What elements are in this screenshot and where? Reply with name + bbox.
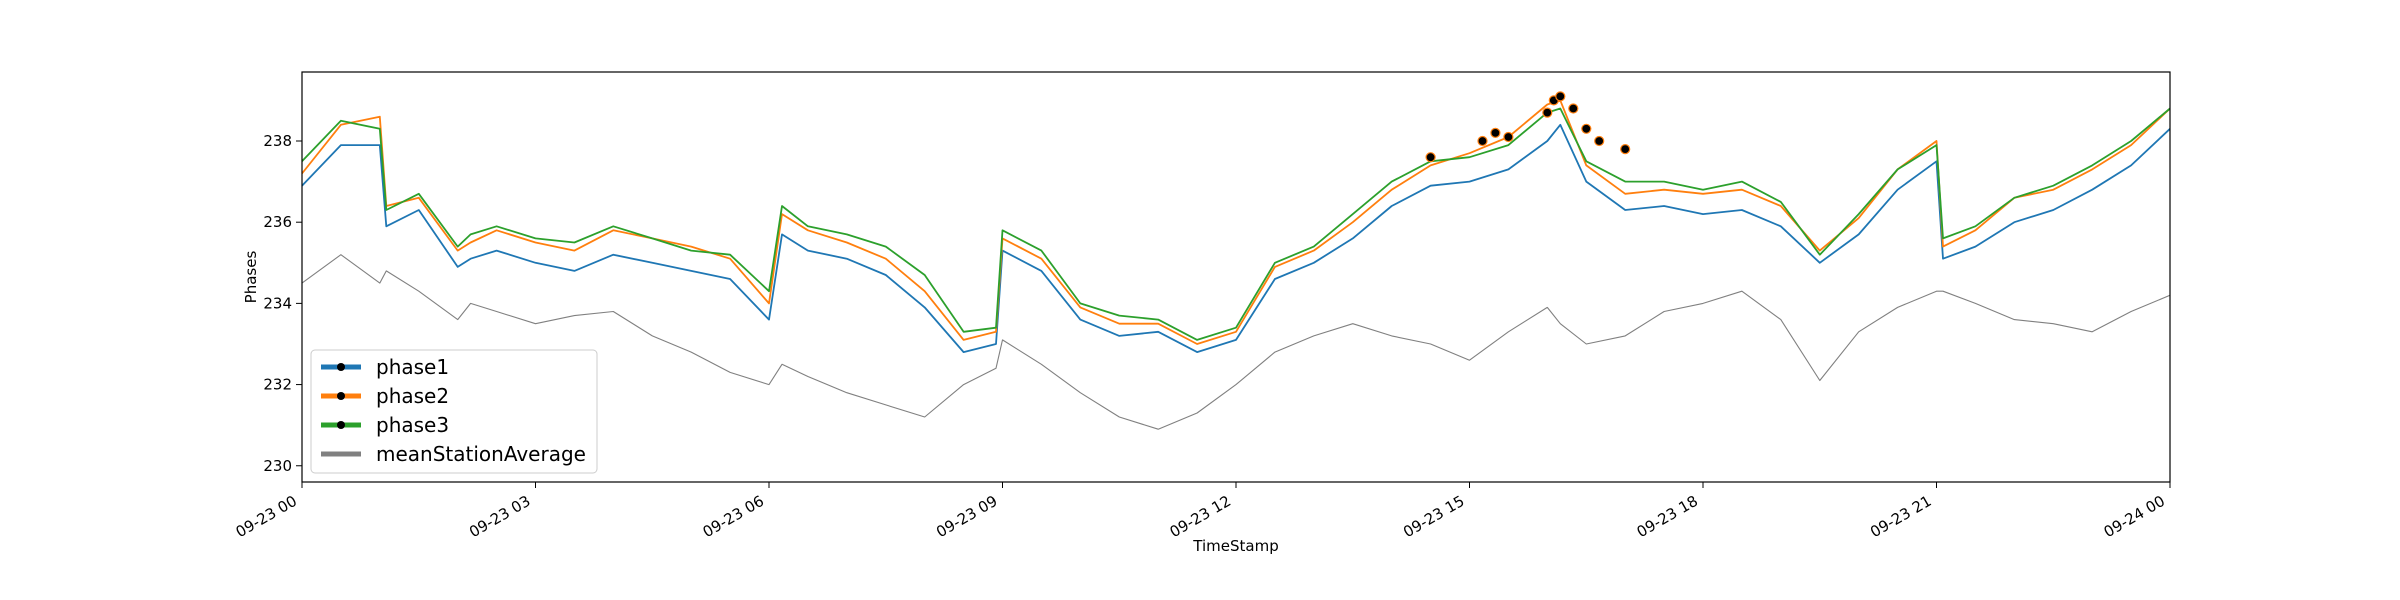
- legend-label: meanStationAverage: [376, 442, 586, 466]
- y-tick-label: 230: [263, 457, 292, 475]
- legend-box: [310, 349, 598, 474]
- x-axis: 09-23 00 09-23 03 09-23 06 09-23 09 09-23 12…: [233, 482, 2171, 541]
- y-tick-label: 232: [263, 376, 292, 394]
- legend-marker: [337, 421, 345, 429]
- x-tick-label: 09-24 00: [2101, 492, 2168, 541]
- anomaly-marker: [1581, 123, 1592, 134]
- anomaly-marker: [1425, 152, 1436, 163]
- y-tick-label: 234: [263, 294, 292, 312]
- x-tick-label: 09-23 12: [1167, 492, 1234, 541]
- legend-item-phase1: phase1: [321, 355, 449, 379]
- y-tick-label: 236: [263, 213, 292, 231]
- anomaly-marker: [1620, 144, 1631, 155]
- series-line-phase3: [301, 107, 2171, 341]
- legend-marker: [337, 363, 345, 371]
- x-tick-label: 09-23 21: [1867, 492, 1934, 541]
- series-line-meanStationAverage: [301, 254, 2171, 430]
- series-line-phase1: [301, 123, 2171, 354]
- plot-area: [302, 72, 2170, 482]
- series-layer: [301, 99, 2171, 430]
- legend-item-phase3: phase3: [321, 413, 449, 437]
- x-tick-label: 09-23 00: [233, 492, 300, 541]
- legend: phase1 phase2 phase3 meanStationAverage: [310, 349, 598, 474]
- y-tick-label: 238: [263, 132, 292, 150]
- legend-label: phase1: [376, 355, 449, 379]
- anomaly-marker: [1555, 91, 1566, 102]
- x-tick-label: 09-23 18: [1634, 492, 1701, 541]
- anomaly-marker: [1568, 103, 1579, 114]
- anomaly-marker: [1490, 127, 1501, 138]
- legend-item-meanStationAverage: meanStationAverage: [321, 442, 586, 466]
- x-tick-label: 09-23 03: [466, 492, 533, 541]
- y-axis-label: Phases: [242, 251, 260, 304]
- legend-label: phase3: [376, 413, 449, 437]
- legend-marker: [337, 392, 345, 400]
- x-tick-label: 09-23 15: [1400, 492, 1467, 541]
- marker-layer: [1425, 91, 1631, 163]
- legend-item-phase2: phase2: [321, 384, 449, 408]
- y-axis: 230 232 234 236 238: [263, 132, 302, 475]
- anomaly-marker: [1503, 131, 1514, 143]
- anomaly-marker: [1542, 107, 1553, 118]
- x-axis-label: TimeStamp: [1192, 537, 1278, 555]
- legend-label: phase2: [376, 384, 449, 408]
- series-line-phase2: [301, 99, 2171, 345]
- x-tick-label: 09-23 06: [700, 492, 767, 541]
- anomaly-marker: [1594, 135, 1605, 147]
- anomaly-marker: [1477, 135, 1488, 147]
- x-tick-label: 09-23 09: [933, 492, 1000, 541]
